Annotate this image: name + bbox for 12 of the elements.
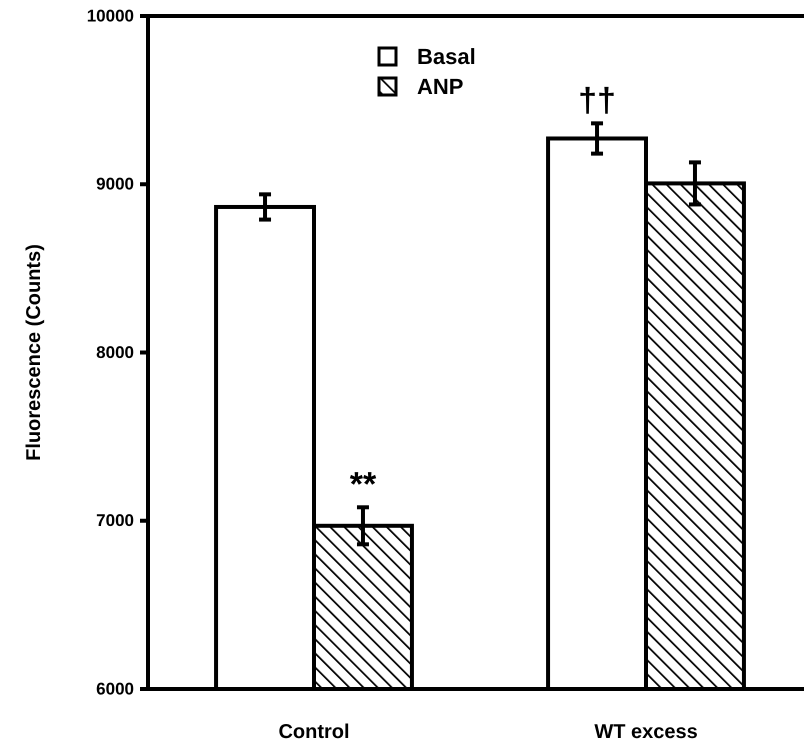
legend-label: Basal	[417, 44, 476, 69]
annotation: **	[350, 465, 377, 504]
y-tick-label: 10000	[86, 6, 134, 26]
legend-label: ANP	[417, 74, 464, 99]
y-tick-label: 6000	[96, 679, 134, 698]
x-tick-label: WT excess	[594, 721, 698, 743]
y-axis-title: Fluorescence (Counts)	[23, 244, 45, 461]
y-tick-label: 9000	[96, 174, 134, 194]
y-tick-label: 8000	[96, 342, 134, 362]
y-tick-label: 7000	[96, 511, 134, 530]
x-tick-label: Control	[278, 721, 350, 743]
annotation: ††	[578, 81, 616, 120]
